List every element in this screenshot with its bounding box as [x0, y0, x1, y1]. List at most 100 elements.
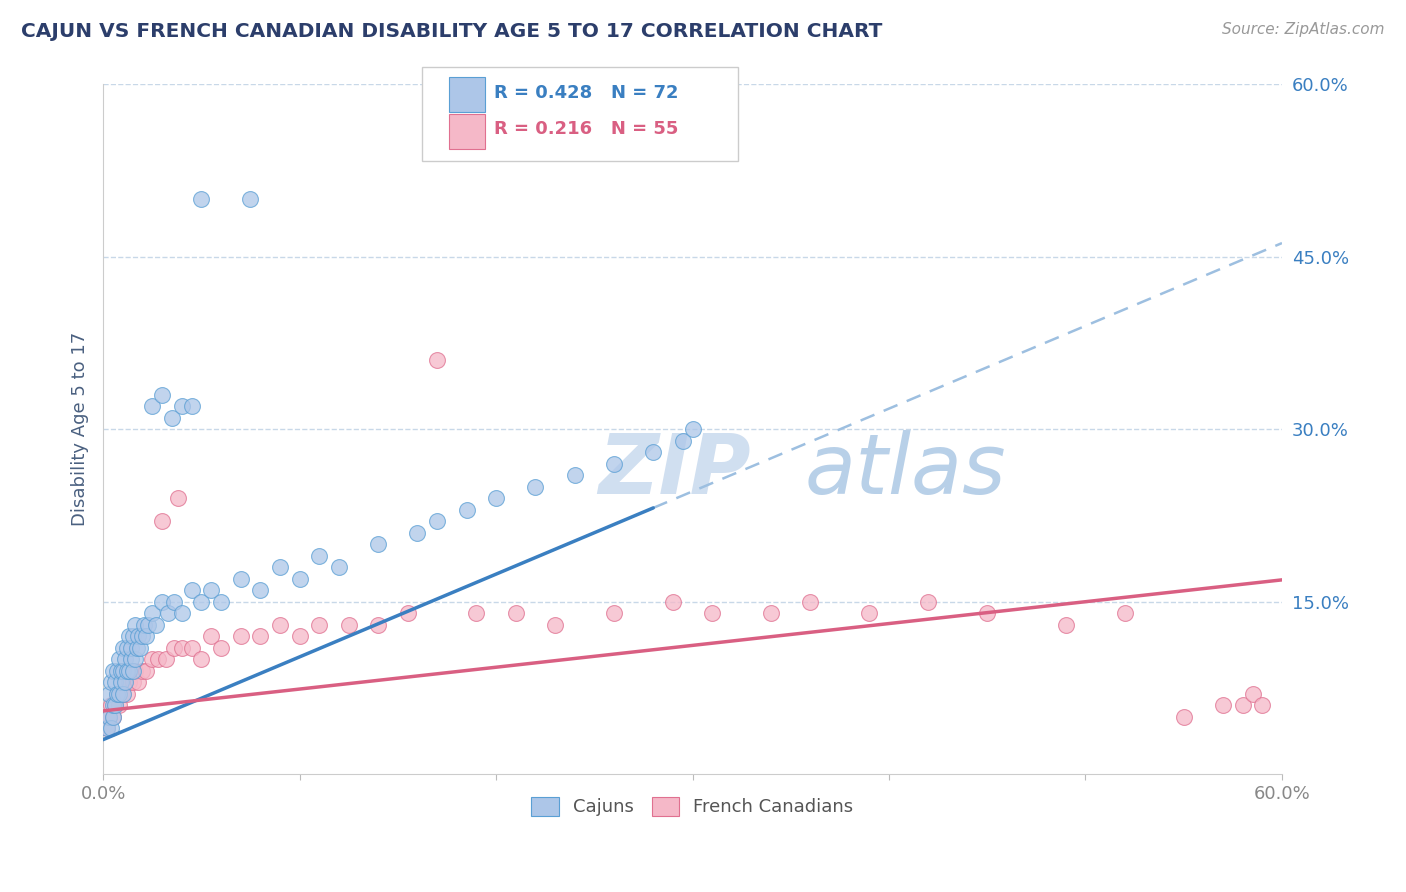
Point [110, 664, 132, 678]
Point [98, 709, 121, 723]
Point [426, 514, 449, 528]
Point [101, 709, 124, 723]
Point [976, 606, 998, 620]
Point [308, 617, 330, 632]
Point [120, 652, 142, 666]
Point [702, 606, 724, 620]
Point [96, 721, 118, 735]
Point [367, 617, 389, 632]
Point [118, 629, 141, 643]
Point [105, 687, 128, 701]
Point [141, 606, 163, 620]
Point [115, 687, 138, 701]
Point [249, 629, 271, 643]
Point [98, 687, 121, 701]
Point [110, 675, 132, 690]
Point [917, 595, 939, 609]
Point [190, 193, 212, 207]
Point [170, 606, 193, 620]
Point [98, 709, 121, 723]
Point [1114, 606, 1136, 620]
Point [288, 572, 311, 586]
Point [125, 640, 148, 655]
Point [1054, 617, 1077, 632]
Point [1173, 709, 1195, 723]
Point [111, 687, 134, 701]
Point [799, 595, 821, 609]
Point [858, 606, 880, 620]
Point [121, 675, 143, 690]
Point [170, 399, 193, 413]
Point [115, 664, 138, 678]
Point [209, 640, 232, 655]
Point [104, 675, 127, 690]
Point [105, 664, 128, 678]
Point [163, 640, 186, 655]
Point [114, 652, 136, 666]
Point [200, 583, 222, 598]
Point [124, 652, 146, 666]
Point [110, 687, 132, 701]
Point [1232, 698, 1254, 713]
Point [249, 583, 271, 598]
Point [96, 721, 118, 735]
Point [308, 549, 330, 563]
Point [200, 629, 222, 643]
Text: Source: ZipAtlas.com: Source: ZipAtlas.com [1222, 22, 1385, 37]
Point [603, 606, 626, 620]
Point [111, 687, 134, 701]
Point [100, 698, 122, 713]
Point [105, 687, 128, 701]
Point [155, 652, 177, 666]
Point [269, 617, 291, 632]
Text: CAJUN VS FRENCH CANADIAN DISABILITY AGE 5 TO 17 CORRELATION CHART: CAJUN VS FRENCH CANADIAN DISABILITY AGE … [21, 22, 883, 41]
Point [190, 652, 212, 666]
Point [111, 664, 134, 678]
Point [180, 399, 202, 413]
Point [108, 698, 131, 713]
Point [426, 353, 449, 368]
Point [465, 606, 488, 620]
Point [135, 664, 157, 678]
Point [603, 457, 626, 471]
Point [544, 617, 567, 632]
Point [136, 617, 159, 632]
Point [160, 410, 183, 425]
Point [505, 606, 527, 620]
Point [485, 491, 508, 506]
Point [135, 629, 157, 643]
Point [101, 709, 124, 723]
Point [131, 629, 153, 643]
Point [180, 640, 202, 655]
Point [396, 606, 419, 620]
Point [121, 664, 143, 678]
Point [146, 652, 169, 666]
Text: R = 0.216   N = 55: R = 0.216 N = 55 [494, 120, 678, 138]
Point [128, 629, 150, 643]
Point [759, 606, 782, 620]
Point [682, 422, 704, 436]
Text: R = 0.428   N = 72: R = 0.428 N = 72 [494, 84, 678, 102]
Point [1241, 687, 1264, 701]
Point [406, 525, 429, 540]
Point [120, 640, 142, 655]
Point [124, 617, 146, 632]
Point [115, 640, 138, 655]
Point [662, 595, 685, 609]
Point [108, 687, 131, 701]
Point [100, 721, 122, 735]
Point [1212, 698, 1234, 713]
Point [124, 664, 146, 678]
Point [108, 652, 131, 666]
Point [166, 491, 188, 506]
Point [141, 399, 163, 413]
Point [643, 445, 665, 459]
Point [111, 640, 134, 655]
Point [564, 468, 586, 483]
Point [337, 617, 360, 632]
Point [209, 595, 232, 609]
Point [100, 675, 122, 690]
Point [118, 675, 141, 690]
Point [288, 629, 311, 643]
Point [118, 664, 141, 678]
